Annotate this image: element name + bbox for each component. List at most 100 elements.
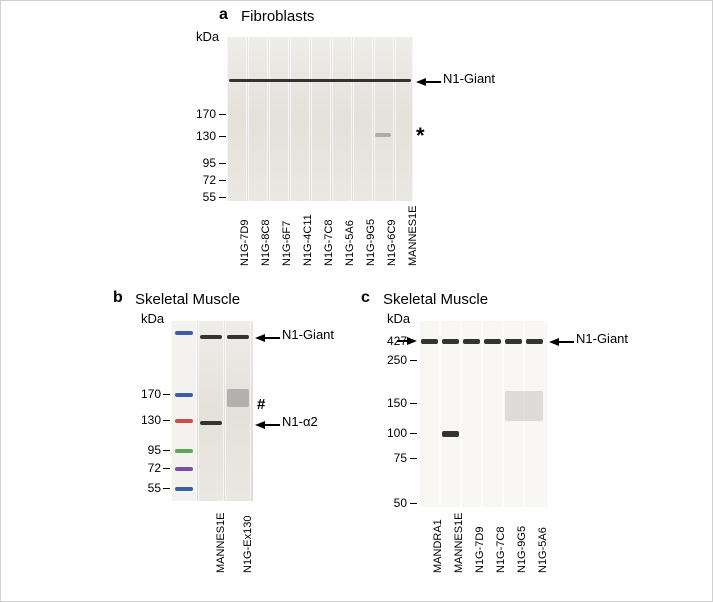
tick-mark	[410, 458, 417, 459]
panel-a-lane-label: N1G-9G5	[365, 219, 377, 266]
panel-a-lane-label: N1G-7C8	[323, 220, 335, 266]
tick-mark	[410, 403, 417, 404]
tick-mark	[219, 180, 226, 181]
panel-b-title: Skeletal Muscle	[135, 291, 240, 308]
panel-b-tick: 130	[139, 413, 161, 427]
panel-b-arrow2-label: N1-α2	[282, 414, 318, 429]
panel-a-lane-label: N1G-5A6	[344, 220, 356, 266]
panel-a-kda: kDa	[196, 29, 219, 44]
panel-c-lane-label: MANDRA1	[432, 519, 444, 573]
tick-mark	[163, 488, 170, 489]
panel-a-tick: 95	[194, 156, 216, 170]
ladder-band	[175, 487, 193, 491]
ladder-band	[175, 419, 193, 423]
tick-mark	[163, 394, 170, 395]
ladder-band	[175, 449, 193, 453]
tick-mark	[219, 114, 226, 115]
n1-giant-band	[526, 339, 543, 344]
tick-mark	[219, 197, 226, 198]
panel-b-tick: 95	[139, 443, 161, 457]
panel-a-lane-label: N1G-4C11	[302, 214, 314, 266]
panel-c-427-arrow	[399, 337, 417, 345]
panel-a-lane	[311, 37, 331, 201]
n1-giant-band	[484, 339, 501, 344]
ladder-band	[175, 467, 193, 471]
n1-giant-band	[200, 335, 222, 339]
n1-a2-band	[200, 421, 222, 425]
panel-c-tick: 50	[389, 496, 407, 510]
faint-band	[375, 133, 391, 137]
panel-c-lane-label: N1G-5A6	[537, 527, 549, 573]
panel-a-tick: 55	[194, 190, 216, 204]
panel-a-arrow	[416, 78, 441, 86]
panel-b-arrow1-label: N1-Giant	[282, 327, 334, 342]
panel-a-lane-label: N1G-7D9	[239, 220, 251, 266]
panel-b-hash: #	[257, 396, 265, 413]
panel-a-lane-label: N1G-6C9	[386, 220, 398, 266]
panel-a-lane	[269, 37, 289, 201]
panel-c-blot	[419, 321, 547, 507]
n1-giant-band	[229, 79, 411, 82]
panel-b-lane-label: MANNES1E	[215, 512, 227, 573]
panel-b-lane-label: N1G-Ex130	[242, 516, 254, 573]
tick-mark	[410, 433, 417, 434]
n1-giant-band	[227, 335, 249, 339]
panel-b-label: b	[113, 289, 123, 307]
panel-a-label: a	[219, 6, 228, 24]
panel-c-lane	[419, 321, 440, 507]
panel-b-kda: kDa	[141, 311, 164, 326]
panel-c-tick: 250	[383, 353, 407, 367]
panel-b-blot	[171, 321, 253, 501]
panel-a-lane-label: N1G-8C8	[260, 220, 272, 266]
smear-band	[227, 389, 249, 407]
tick-mark	[219, 163, 226, 164]
panel-c-lane	[440, 321, 461, 507]
smear	[505, 391, 543, 421]
n1-giant-band	[442, 339, 459, 344]
panel-c-arrow-label: N1-Giant	[576, 331, 628, 346]
panel-c-lane	[482, 321, 503, 507]
panel-c-title: Skeletal Muscle	[383, 291, 488, 308]
tick-mark	[219, 136, 226, 137]
panel-a-blot	[227, 37, 413, 201]
panel-b-tick: 170	[139, 387, 161, 401]
panel-c-label: c	[361, 289, 370, 307]
panel-a-lane-label: N1G-6F7	[281, 221, 293, 266]
n1-giant-band	[421, 339, 438, 344]
panel-a-star: *	[416, 123, 425, 149]
a2-band	[442, 431, 459, 437]
panel-c-arrow	[549, 338, 574, 346]
panel-a-title: Fibroblasts	[241, 8, 314, 25]
panel-b-lane	[198, 321, 224, 501]
panel-a-tick: 170	[194, 107, 216, 121]
panel-b-arrow2	[255, 421, 280, 429]
panel-c-lane-label: N1G-9G5	[516, 526, 528, 573]
panel-a-lane-label: MANNES1E	[407, 205, 419, 266]
tick-mark	[163, 468, 170, 469]
panel-b-arrow1	[255, 334, 280, 342]
tick-mark	[163, 450, 170, 451]
n1-giant-band	[463, 339, 480, 344]
panel-a-lane	[248, 37, 268, 201]
panel-c-lane-label: MANNES1E	[453, 512, 465, 573]
panel-a-tick: 130	[194, 129, 216, 143]
panel-a-tick: 72	[194, 173, 216, 187]
panel-a-lane	[227, 37, 247, 201]
panel-b-lane	[225, 321, 251, 501]
panel-b-ladder-lane	[171, 321, 197, 501]
panel-b-tick: 55	[139, 481, 161, 495]
panel-a-lane	[353, 37, 373, 201]
panel-c-lane	[461, 321, 482, 507]
panel-c-tick: 100	[383, 426, 407, 440]
panel-a-lane	[332, 37, 352, 201]
ladder-band	[175, 393, 193, 397]
panel-a-lane	[374, 37, 394, 201]
tick-mark	[410, 503, 417, 504]
panel-a-lane	[290, 37, 310, 201]
n1-giant-band	[505, 339, 522, 344]
panel-b-tick: 72	[139, 461, 161, 475]
tick-mark	[163, 420, 170, 421]
panel-c-lane-label: N1G-7C8	[495, 527, 507, 573]
panel-c-lane-label: N1G-7D9	[474, 527, 486, 573]
panel-a-lane	[395, 37, 413, 201]
